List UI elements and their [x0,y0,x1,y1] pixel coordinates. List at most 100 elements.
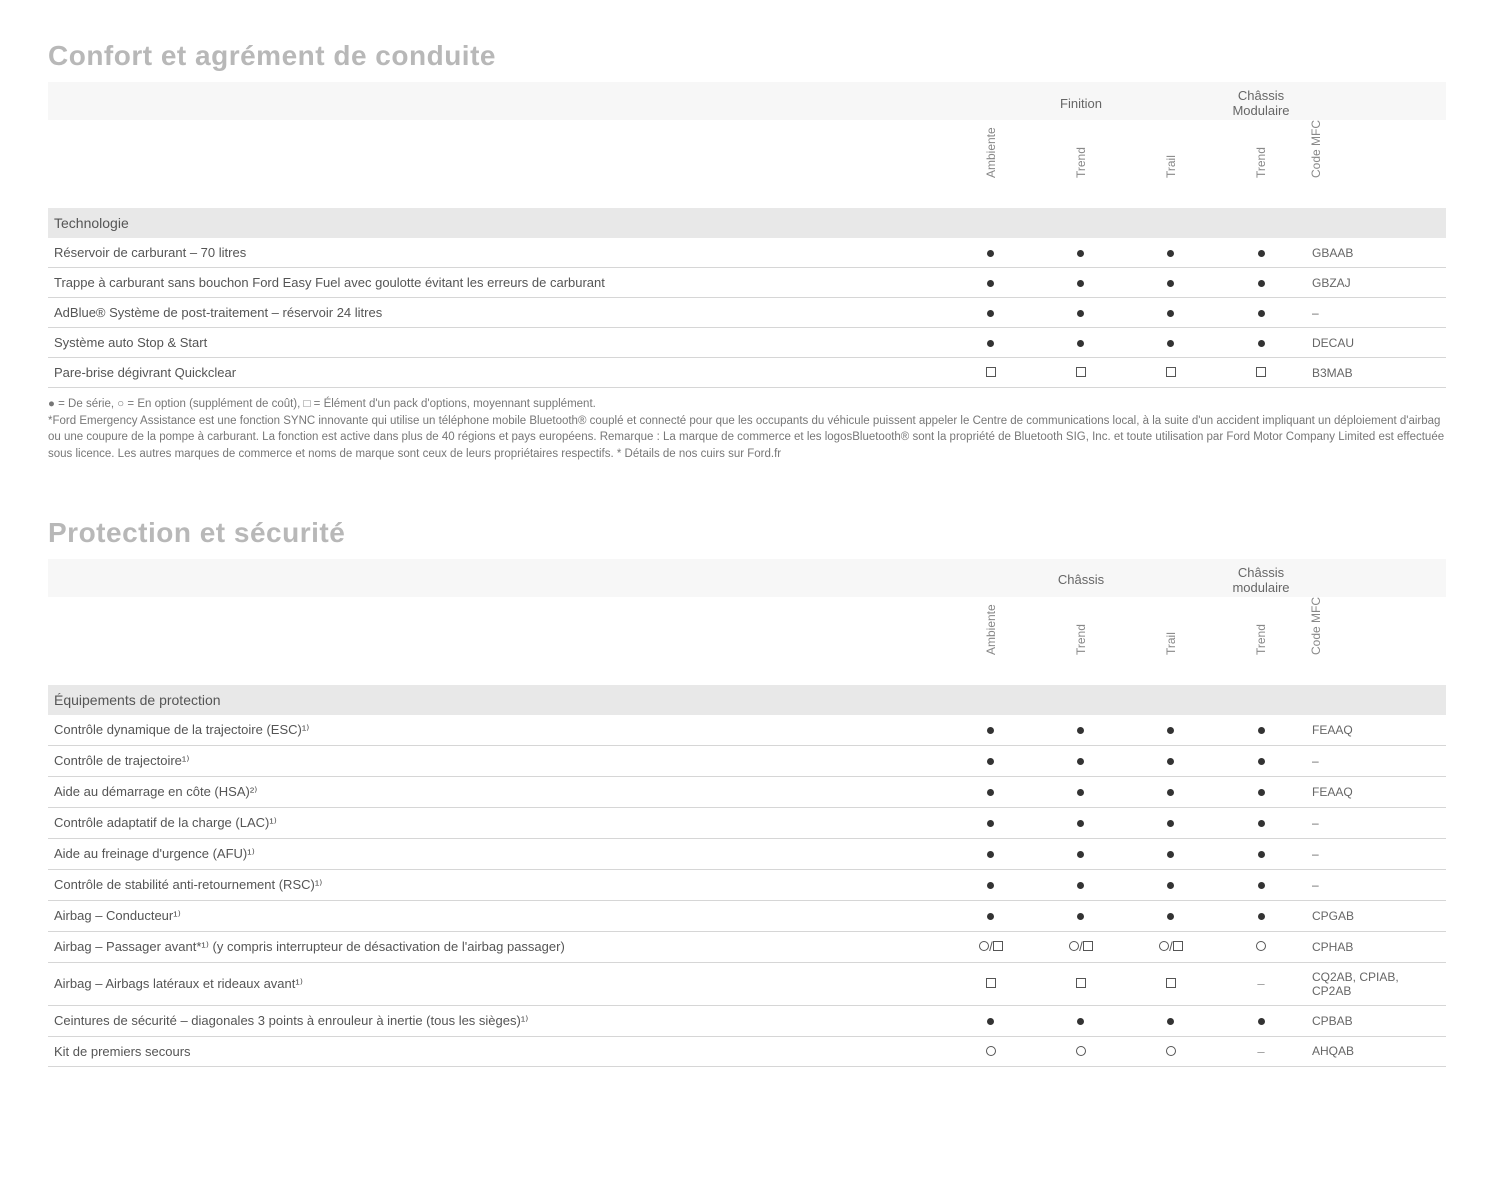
dot-icon [1167,789,1174,796]
availability-cell [1126,838,1216,869]
availability-cell [1126,776,1216,807]
availability-cell: – [1216,1036,1306,1066]
availability-cell [1216,328,1306,358]
dot-icon [1077,340,1084,347]
square-icon [1256,367,1266,377]
availability-cell [946,715,1036,746]
dot-icon [1077,250,1084,257]
dot-icon [1258,882,1265,889]
table-row: Réservoir de carburant – 70 litres GBAAB [48,238,1446,268]
feature-label: Airbag – Passager avant*¹⁾ (y compris in… [48,931,946,962]
group-right: Châssis modulaire [1216,559,1306,597]
subsection-label: Technologie [48,208,1446,238]
dot-icon [1077,789,1084,796]
square-icon [986,367,996,377]
availability-cell [946,962,1036,1005]
code-cell: CQ2AB, CPIAB, CP2AB [1306,962,1446,1005]
availability-cell [1036,776,1126,807]
code-cell: – [1306,838,1446,869]
availability-cell [1036,962,1126,1005]
dot-icon [1258,280,1265,287]
feature-label: Réservoir de carburant – 70 litres [48,238,946,268]
dot-icon [1167,280,1174,287]
table-row: Contrôle de stabilité anti-retournement … [48,869,1446,900]
availability-cell [946,1036,1036,1066]
availability-cell [1216,745,1306,776]
dot-icon [987,1018,994,1025]
availability-cell [1036,900,1126,931]
feature-label: Contrôle de stabilité anti-retournement … [48,869,946,900]
availability-cell [1036,268,1126,298]
dot-icon [987,280,994,287]
availability-cell [1216,931,1306,962]
availability-cell [1216,268,1306,298]
feature-label: Ceintures de sécurité – diagonales 3 poi… [48,1005,946,1036]
column-group-row: Châssis Châssis modulaire [48,559,1446,597]
dot-icon [1258,310,1265,317]
group-right: Châssis Modulaire [1216,82,1306,120]
dot-icon [987,340,994,347]
table-body-2: Contrôle dynamique de la trajectoire (ES… [48,715,1446,1067]
code-cell: GBAAB [1306,238,1446,268]
availability-cell [1036,807,1126,838]
dot-icon [1258,1018,1265,1025]
availability-cell [946,328,1036,358]
availability-cell [1036,715,1126,746]
availability-cell [1036,838,1126,869]
section-title-1: Confort et agrément de conduite [48,40,1446,72]
ring-icon [1069,941,1079,951]
availability-cell [1126,1036,1216,1066]
feature-label: Airbag – Airbags latéraux et rideaux ava… [48,962,946,1005]
availability-cell [1036,1005,1126,1036]
dot-icon [1258,789,1265,796]
table-protection: Châssis Châssis modulaire Ambiente Trend… [48,559,1446,1067]
dot-icon [1258,913,1265,920]
square-icon [993,941,1003,951]
dash-icon: – [1257,976,1264,991]
availability-cell [1126,962,1216,1005]
availability-cell [946,900,1036,931]
availability-cell [946,238,1036,268]
availability-cell [946,869,1036,900]
dot-icon [1167,727,1174,734]
availability-cell [1036,298,1126,328]
dot-icon [987,882,994,889]
section-title-2: Protection et sécurité [48,517,1446,549]
table-row: Aide au freinage d'urgence (AFU)¹⁾ – [48,838,1446,869]
subsection-row: Technologie [48,208,1446,238]
availability-cell [1216,869,1306,900]
legend-line: ● = De série, ○ = En option (supplément … [48,398,596,410]
code-cell: – [1306,869,1446,900]
dot-icon [987,789,994,796]
table-row: Système auto Stop & StartDECAU [48,328,1446,358]
group-left: Finition [946,82,1216,120]
column-group-row: Finition Châssis Modulaire [48,82,1446,120]
availability-cell [1216,776,1306,807]
page: Confort et agrément de conduite Finition… [0,0,1494,1107]
dot-icon [1258,340,1265,347]
availability-cell [1036,358,1126,388]
square-icon [1076,367,1086,377]
code-cell: B3MAB [1306,358,1446,388]
table-row: Pare-brise dégivrant QuickclearB3MAB [48,358,1446,388]
dot-icon [987,727,994,734]
col-trend2: Trend [1254,158,1268,178]
feature-label: Aide au freinage d'urgence (AFU)¹⁾ [48,838,946,869]
feature-label: AdBlue® Système de post-traitement – rés… [48,298,946,328]
availability-cell [1126,268,1216,298]
table-row: Airbag – Passager avant*¹⁾ (y compris in… [48,931,1446,962]
dot-icon [1077,882,1084,889]
col-trail: Trail [1164,158,1178,178]
feature-label: Kit de premiers secours [48,1036,946,1066]
availability-cell [1216,715,1306,746]
availability-cell [946,358,1036,388]
ring-icon [1256,941,1266,951]
dot-icon [1258,250,1265,257]
col-trail: Trail [1164,635,1178,655]
availability-cell [1216,238,1306,268]
availability-cell [1036,328,1126,358]
availability-cell [1036,1036,1126,1066]
dash-icon: – [1257,1044,1264,1059]
table-row: Airbag – Conducteur¹⁾CPGAB [48,900,1446,931]
square-icon [1076,978,1086,988]
